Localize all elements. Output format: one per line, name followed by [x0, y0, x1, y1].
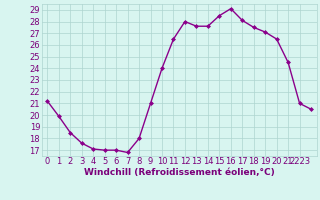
X-axis label: Windchill (Refroidissement éolien,°C): Windchill (Refroidissement éolien,°C) [84, 168, 275, 177]
